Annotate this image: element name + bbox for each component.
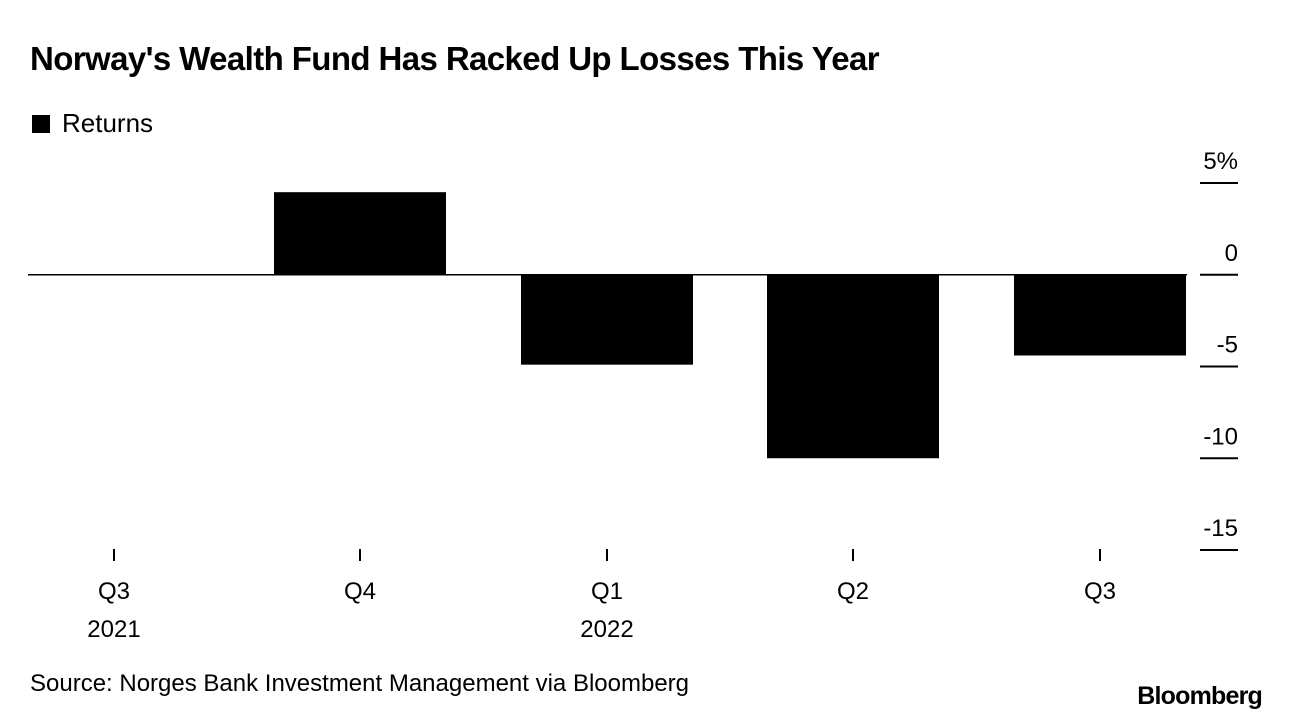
x-tick-sublabel: 2022 — [580, 616, 633, 643]
legend: Returns — [32, 108, 153, 139]
y-tick-label: 5% — [1203, 148, 1238, 175]
legend-label: Returns — [62, 108, 154, 138]
y-tick-label: -15 — [1203, 515, 1238, 542]
x-tick-label: Q3 — [1084, 578, 1116, 605]
x-tick-label: Q2 — [837, 578, 869, 605]
y-tick-label: 0 — [1225, 240, 1238, 267]
chart-title: Norway's Wealth Fund Has Racked Up Losse… — [30, 40, 880, 77]
bar — [1014, 274, 1186, 356]
x-tick-sublabel: 2021 — [87, 616, 140, 643]
x-tick-label: Q3 — [98, 578, 130, 605]
legend-swatch — [32, 114, 50, 133]
bar — [274, 192, 446, 275]
source-note: Source: Norges Bank Investment Managemen… — [30, 670, 690, 697]
bar — [521, 274, 693, 365]
y-tick-label: -10 — [1203, 423, 1238, 450]
x-tick-label: Q4 — [344, 578, 376, 605]
bar — [767, 274, 939, 459]
x-tick-label: Q1 — [591, 578, 623, 605]
bloomberg-logo: Bloomberg — [1137, 682, 1263, 710]
y-tick-label: -5 — [1217, 332, 1238, 359]
